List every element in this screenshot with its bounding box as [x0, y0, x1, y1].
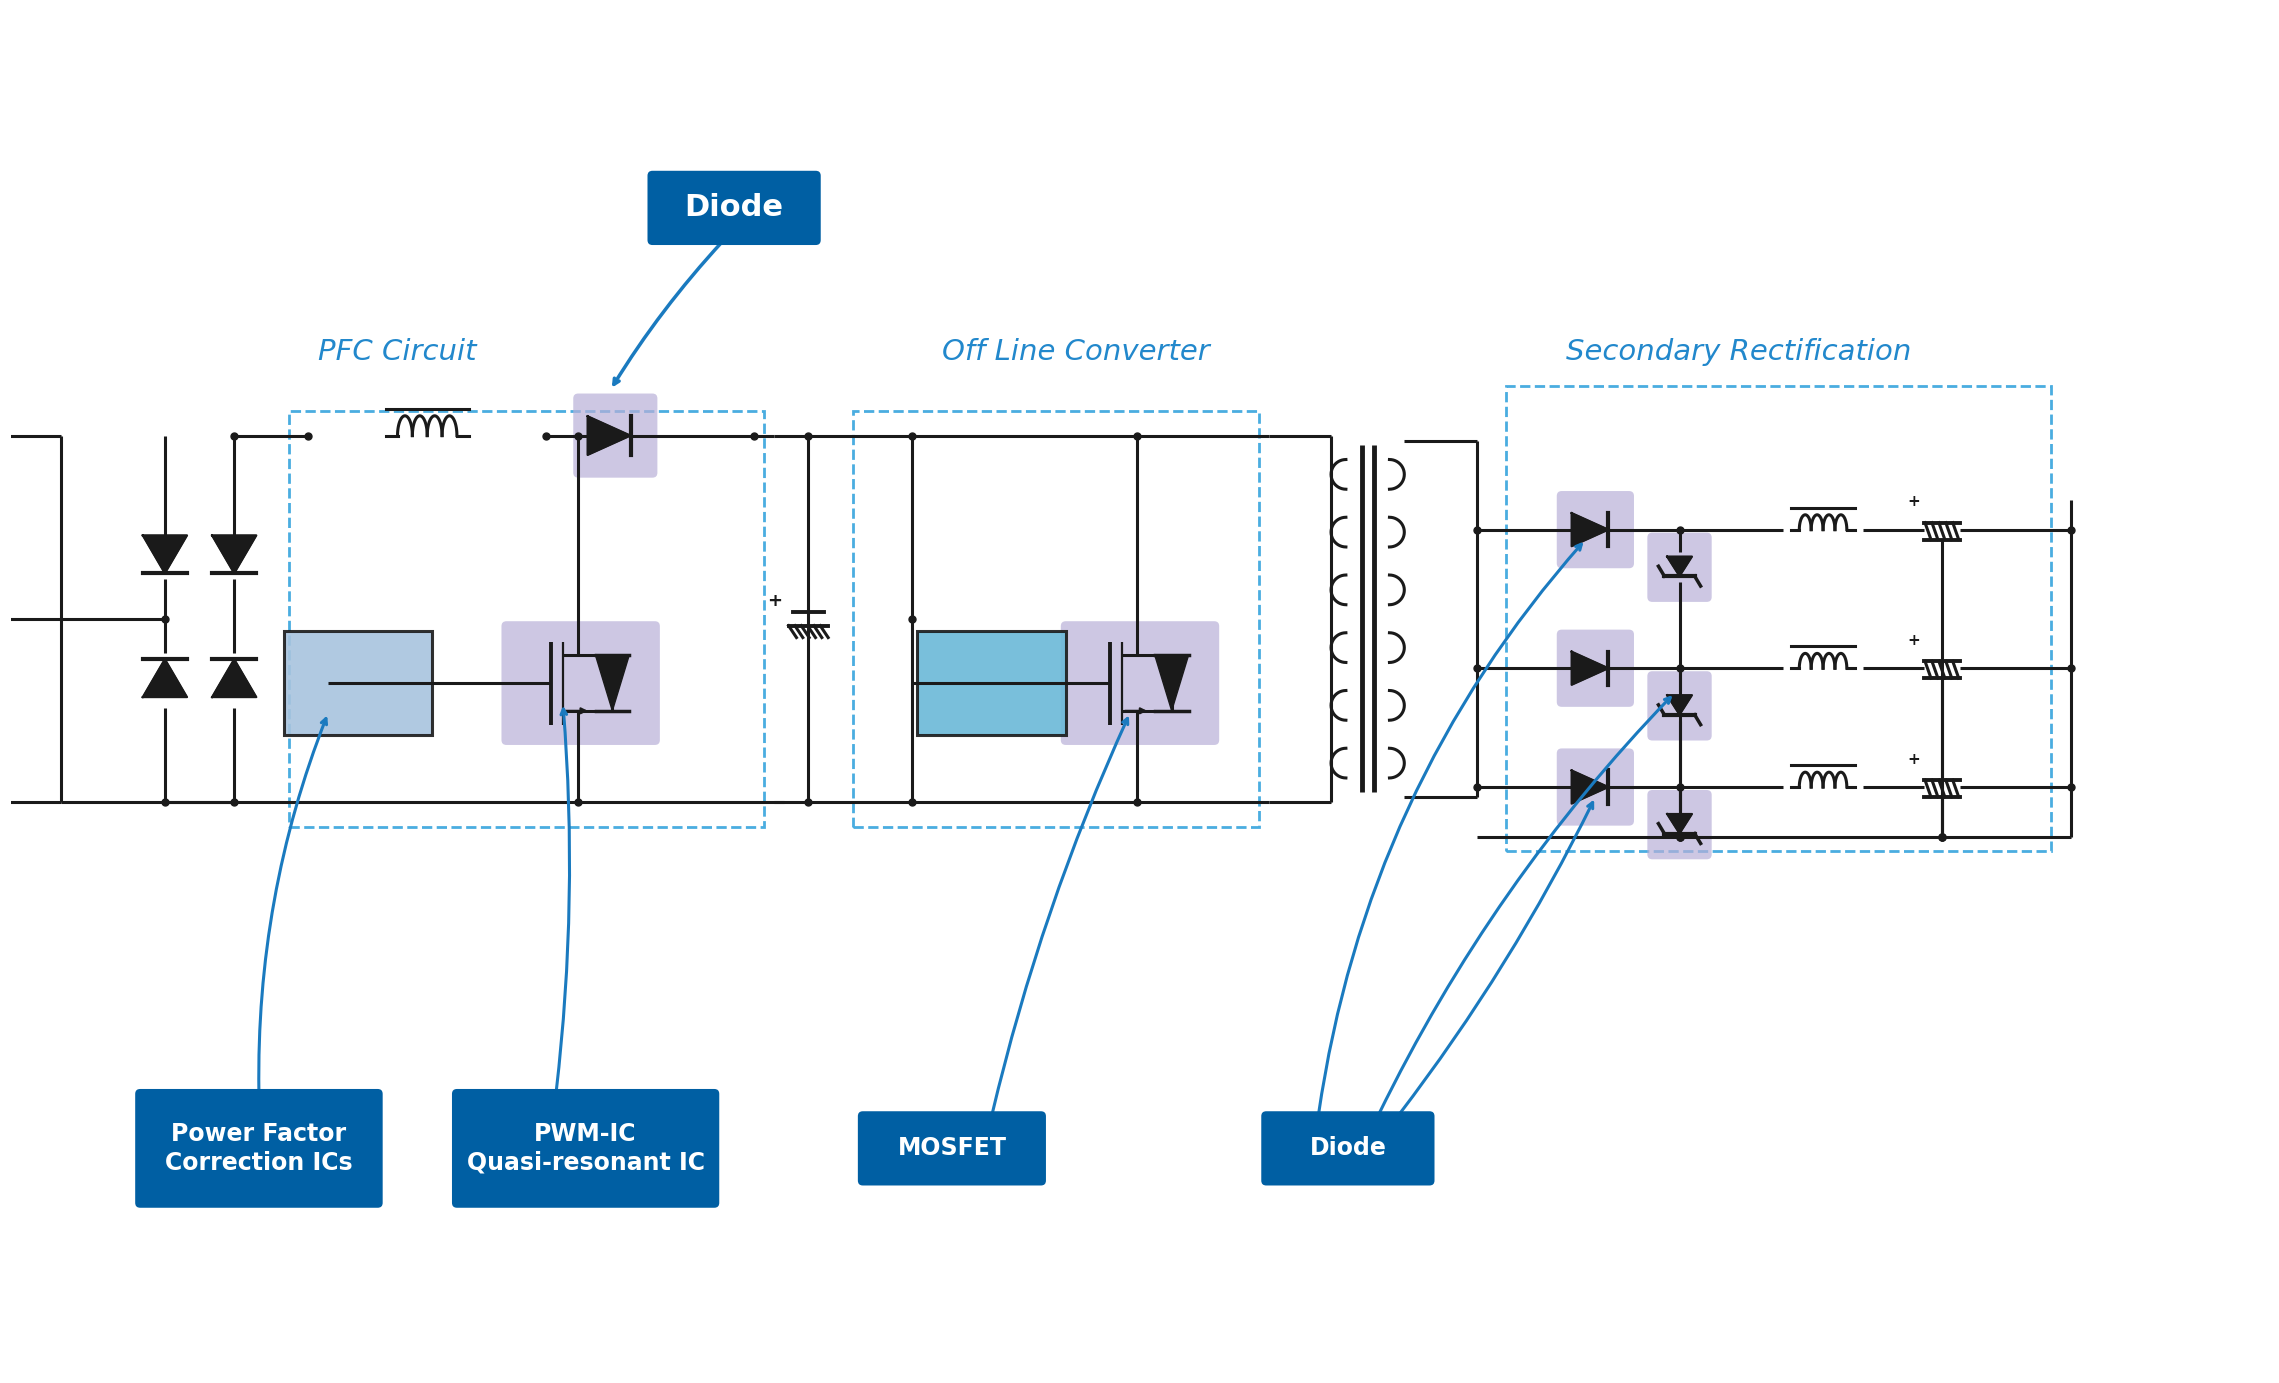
Text: +: +: [1908, 495, 1921, 509]
FancyBboxPatch shape: [574, 394, 656, 477]
Polygon shape: [1573, 770, 1609, 804]
FancyBboxPatch shape: [283, 631, 433, 734]
Polygon shape: [1573, 651, 1609, 685]
FancyBboxPatch shape: [1557, 629, 1634, 707]
FancyBboxPatch shape: [1648, 532, 1712, 602]
Text: Diode: Diode: [1310, 1137, 1386, 1160]
FancyBboxPatch shape: [647, 170, 820, 245]
FancyBboxPatch shape: [501, 621, 661, 745]
Polygon shape: [1666, 556, 1691, 577]
FancyBboxPatch shape: [134, 1088, 383, 1207]
FancyBboxPatch shape: [1060, 621, 1219, 745]
FancyBboxPatch shape: [916, 631, 1067, 734]
FancyBboxPatch shape: [451, 1088, 720, 1207]
Polygon shape: [588, 416, 631, 455]
Polygon shape: [144, 660, 187, 697]
Polygon shape: [1666, 696, 1691, 715]
Text: +: +: [768, 592, 782, 610]
Polygon shape: [1573, 513, 1609, 546]
Text: Secondary Rectification: Secondary Rectification: [1566, 339, 1912, 366]
Text: Off Line Converter: Off Line Converter: [941, 339, 1210, 366]
Text: PFC Circuit: PFC Circuit: [319, 339, 476, 366]
FancyBboxPatch shape: [1648, 790, 1712, 859]
Polygon shape: [595, 656, 629, 711]
Text: +: +: [1908, 752, 1921, 766]
FancyBboxPatch shape: [1648, 671, 1712, 740]
Polygon shape: [1155, 656, 1190, 711]
Text: PWM-IC
Quasi-resonant IC: PWM-IC Quasi-resonant IC: [467, 1122, 704, 1174]
Polygon shape: [1666, 815, 1691, 834]
Polygon shape: [212, 660, 255, 697]
FancyBboxPatch shape: [1260, 1112, 1433, 1185]
FancyBboxPatch shape: [1557, 491, 1634, 568]
Text: Power Factor
Correction ICs: Power Factor Correction ICs: [164, 1122, 353, 1174]
Text: +: +: [1908, 633, 1921, 649]
FancyBboxPatch shape: [1557, 748, 1634, 826]
Text: MOSFET: MOSFET: [898, 1137, 1007, 1160]
FancyBboxPatch shape: [857, 1112, 1046, 1185]
Polygon shape: [212, 535, 255, 574]
Polygon shape: [144, 535, 187, 574]
Text: Diode: Diode: [684, 194, 784, 223]
